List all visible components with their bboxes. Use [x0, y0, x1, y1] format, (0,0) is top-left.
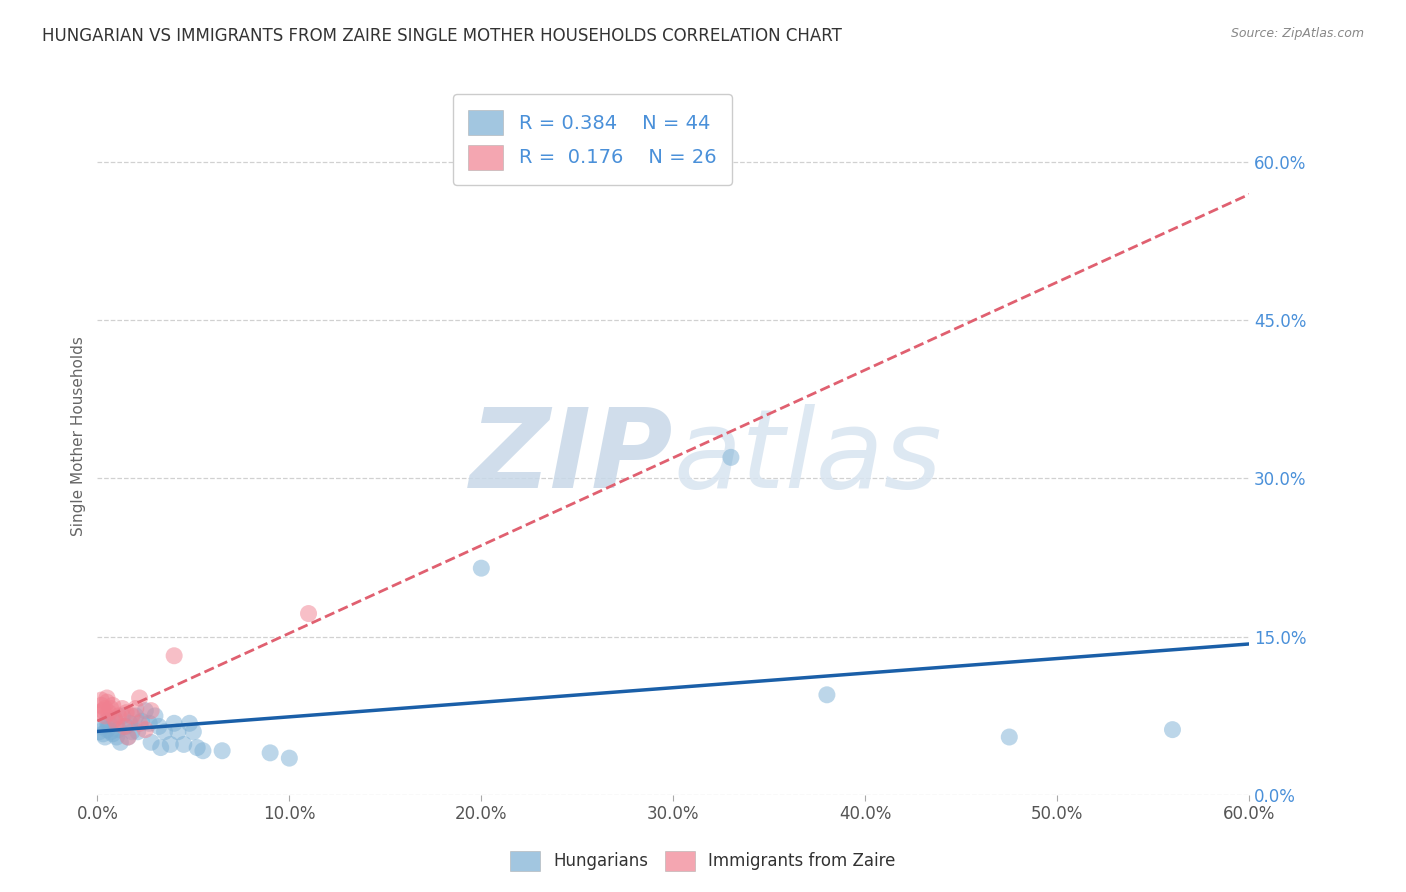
Point [101, 727, 124, 741]
Point [125, 709, 148, 723]
Point [167, 724, 190, 739]
Point [90, 693, 112, 707]
Point [153, 724, 176, 739]
Point [96, 723, 118, 737]
Point [104, 712, 127, 726]
Point [183, 724, 205, 739]
Point [163, 716, 186, 731]
Point [104, 712, 127, 726]
Legend: R = 0.384    N = 44, R =  0.176    N = 26: R = 0.384 N = 44, R = 0.176 N = 26 [453, 95, 733, 186]
Point [1161, 723, 1184, 737]
Point [815, 688, 838, 702]
Point [139, 704, 162, 718]
Legend: Hungarians, Immigrants from Zaire: Hungarians, Immigrants from Zaire [502, 842, 904, 880]
Point [191, 744, 214, 758]
Point [107, 709, 129, 723]
Text: Source: ZipAtlas.com: Source: ZipAtlas.com [1230, 27, 1364, 40]
Point [297, 607, 319, 621]
Point [128, 716, 150, 731]
Point [100, 724, 122, 739]
Point [89, 706, 111, 720]
Point [97, 706, 120, 720]
Point [121, 724, 143, 739]
Point [259, 746, 281, 760]
Point [121, 709, 143, 723]
Point [91, 704, 114, 718]
Point [138, 716, 160, 731]
Point [100, 701, 122, 715]
Point [998, 730, 1021, 744]
Point [90, 698, 112, 713]
Point [128, 690, 150, 705]
Point [96, 714, 118, 729]
Point [148, 719, 170, 733]
Point [112, 719, 135, 733]
Point [90, 719, 112, 733]
Point [94, 709, 117, 723]
Point [131, 714, 153, 729]
Point [115, 706, 138, 720]
Point [470, 561, 492, 575]
Text: ZIP: ZIP [470, 404, 673, 511]
Point [94, 701, 117, 715]
Point [118, 716, 141, 731]
Point [111, 701, 134, 715]
Point [105, 716, 128, 731]
Point [186, 740, 208, 755]
Point [117, 730, 139, 744]
Point [94, 730, 117, 744]
Point [139, 735, 162, 749]
Point [179, 716, 201, 731]
Point [143, 709, 166, 723]
Point [211, 744, 233, 758]
Point [96, 690, 118, 705]
Point [278, 751, 301, 765]
Point [149, 740, 172, 755]
Point [720, 450, 742, 465]
Point [173, 738, 195, 752]
Point [107, 723, 129, 737]
Point [134, 723, 156, 737]
Point [105, 730, 128, 744]
Point [111, 709, 134, 723]
Text: atlas: atlas [673, 404, 942, 511]
Point [125, 701, 148, 715]
Point [89, 724, 111, 739]
Y-axis label: Single Mother Households: Single Mother Households [72, 336, 86, 536]
Point [134, 704, 156, 718]
Point [91, 727, 114, 741]
Point [163, 648, 186, 663]
Text: HUNGARIAN VS IMMIGRANTS FROM ZAIRE SINGLE MOTHER HOUSEHOLDS CORRELATION CHART: HUNGARIAN VS IMMIGRANTS FROM ZAIRE SINGL… [42, 27, 842, 45]
Point [127, 724, 149, 739]
Point [117, 730, 139, 744]
Point [96, 695, 118, 709]
Point [159, 738, 181, 752]
Point [110, 735, 132, 749]
Point [115, 719, 138, 733]
Point [101, 698, 124, 713]
Point [97, 716, 120, 731]
